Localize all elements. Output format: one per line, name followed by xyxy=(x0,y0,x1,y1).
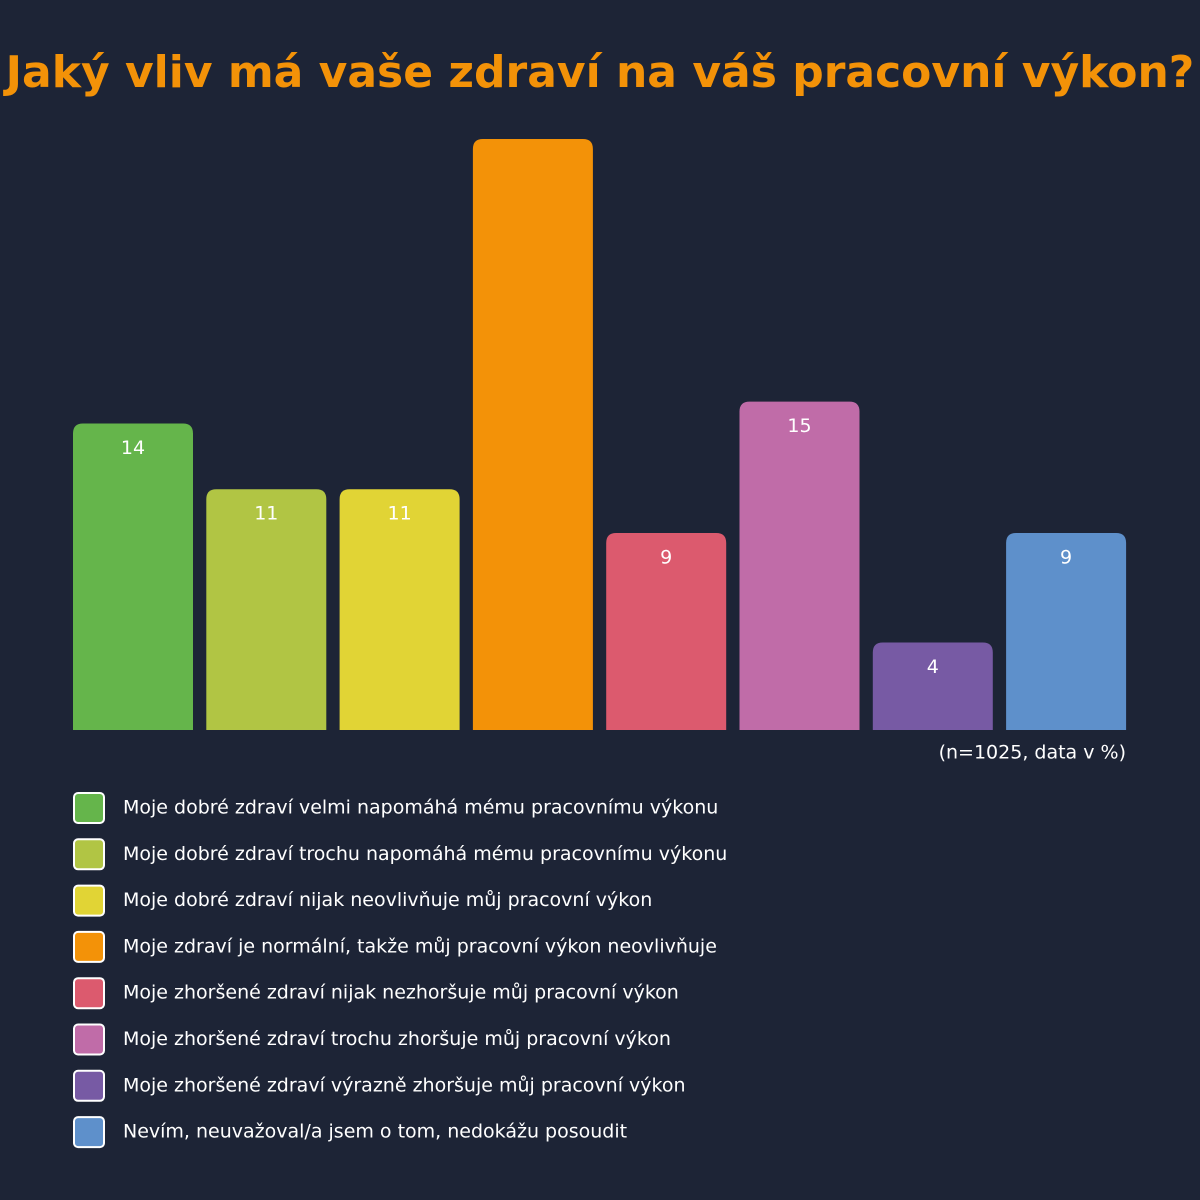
legend-label: Moje zdraví je normální, takže můj praco… xyxy=(123,935,717,957)
legend-swatch xyxy=(73,977,105,1010)
legend-swatch xyxy=(73,792,105,824)
legend-swatch xyxy=(73,838,105,871)
bar xyxy=(73,423,193,730)
bar xyxy=(339,489,460,730)
note: (n=1025, data v %) xyxy=(939,742,1126,764)
value-label: 11 xyxy=(388,503,412,525)
value-label: 11 xyxy=(254,503,278,525)
bar xyxy=(872,642,993,730)
legend-swatch xyxy=(73,1023,105,1056)
legend-swatch xyxy=(73,1069,105,1102)
legend-label: Moje dobré zdraví velmi napomáhá mému pr… xyxy=(123,797,718,819)
legend-label: Moje dobré zdraví nijak neovlivňuje můj … xyxy=(123,889,652,911)
legend-label: Moje zhoršené zdraví výrazně zhoršuje mů… xyxy=(123,1074,686,1096)
legend-label: Moje zhoršené zdraví trochu zhoršuje můj… xyxy=(123,1028,671,1050)
value-label: 14 xyxy=(121,437,145,459)
bar xyxy=(1006,533,1127,730)
value-label: 15 xyxy=(787,415,811,437)
legend-label: Moje zhoršené zdraví nijak nezhoršuje mů… xyxy=(123,982,679,1004)
legend-label: Moje dobré zdraví trochu napomáhá mému p… xyxy=(123,843,727,865)
legend-label: Nevím, neuvažoval/a jsem o tom, nedokážu… xyxy=(123,1121,627,1143)
legend-swatch xyxy=(73,884,105,917)
chart-title: Jaký vliv má vaše zdraví na váš pracovní… xyxy=(3,47,1195,98)
value-label: 4 xyxy=(927,656,939,678)
legend-swatch xyxy=(73,930,105,963)
value-label: 9 xyxy=(660,547,672,569)
value-label: 9 xyxy=(1060,547,1072,569)
bar xyxy=(606,533,727,730)
bar xyxy=(739,401,860,730)
bar xyxy=(206,489,327,730)
bar xyxy=(472,139,593,730)
legend-swatch xyxy=(73,1116,105,1149)
